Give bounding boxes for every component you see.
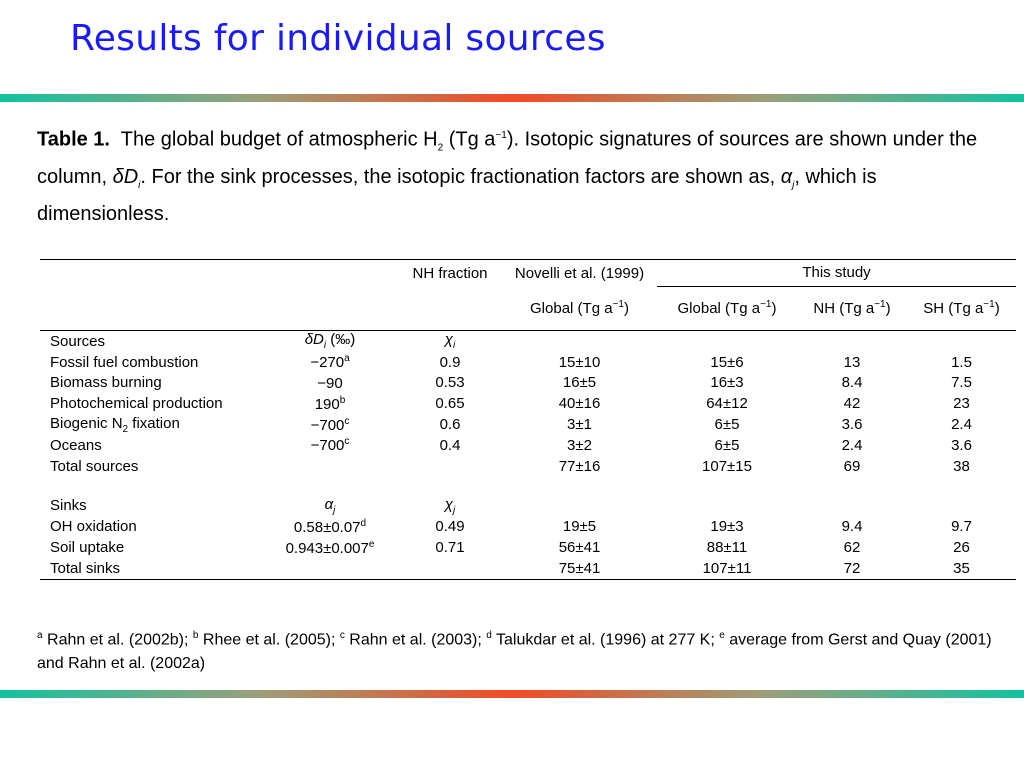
header-novelli-global: Global (Tg a−1): [530, 299, 629, 317]
table-row: Biomass burning −90 0.53 16±5 16±3 8.4 7…: [50, 374, 972, 392]
caption-delta-symbol: δD: [112, 165, 139, 188]
table-label: Table 1.: [37, 128, 110, 151]
header-row-2: Global (Tg a−1) Global (Tg a−1) NH (Tg a…: [40, 286, 1016, 331]
sinks-alpha-header: αj: [324, 495, 336, 516]
table-row: Biogenic N2 fixation −700c 0.6 3±1 6±5 3…: [50, 414, 972, 435]
caption-delta-sub: i: [138, 179, 141, 191]
table-row: Fossil fuel combustion −270a 0.9 15±10 1…: [50, 353, 972, 372]
sources-label: Sources: [40, 329, 262, 352]
top-divider: [0, 94, 1024, 102]
caption-h2-sub: 2: [437, 142, 444, 154]
sources-chi-header: χi: [398, 329, 502, 352]
sinks-heading-row: Sinks αj χj: [40, 496, 1016, 517]
table-row: Photochemical production 190b 0.65 40±16…: [50, 394, 970, 413]
caption-part-4: . For the sink processes, the isotopic f…: [140, 165, 776, 188]
table-caption: Table 1. The global budget of atmospheri…: [37, 122, 1012, 228]
caption-unit-sup: −1: [495, 130, 507, 141]
caption-alpha-sub: j: [792, 179, 795, 191]
total-sources-row: Total sources 77±16 107±15 69 38: [50, 457, 970, 475]
total-sinks-row: Total sinks 75±41 107±11 72 35: [40, 557, 1016, 580]
caption-part-3: ). Isotopic signatures of sources are sh…: [37, 128, 978, 188]
caption-part-5: , which is dimensionless.: [37, 165, 877, 225]
header-nh-fraction: NH fraction: [398, 259, 502, 286]
table-footnotes: a Rahn et al. (2002b); b Rhee et al. (20…: [37, 630, 992, 673]
sources-heading-row: Sources δDi (‰) χi: [40, 329, 1016, 352]
table-row: Soil uptake 0.943±0.007e 0.71 56±41 88±1…: [50, 538, 970, 557]
budget-table: NH fraction Novelli et al. (1999) This s…: [40, 259, 1016, 580]
header-study-sh: SH (Tg a−1): [923, 299, 1000, 318]
header-study-global: Global (Tg a−1): [677, 299, 777, 318]
caption-part-2: (Tg a: [448, 128, 496, 151]
table-row: Oceans −700c 0.4 3±2 6±5 2.4 3.6: [50, 436, 972, 455]
header-novelli: Novelli et al. (1999): [502, 259, 657, 286]
header-row-1: NH fraction Novelli et al. (1999) This s…: [40, 259, 1016, 287]
caption-part-1: The global budget of atmospheric H: [120, 128, 438, 151]
table-row: OH oxidation 0.58±0.07d 0.49 19±5 19±3 9…: [50, 517, 972, 536]
spacer-row: [40, 477, 1016, 496]
sinks-chi-header: χj: [444, 495, 456, 516]
slide-title: Results for individual sources: [70, 18, 606, 59]
sinks-label: Sinks: [50, 497, 87, 515]
bottom-divider: [0, 690, 1024, 698]
sources-delta-header: δDi (‰): [262, 329, 398, 352]
header-this-study: This study: [657, 259, 1016, 287]
header-study-nh: NH (Tg a−1): [813, 299, 891, 318]
caption-alpha-symbol: α: [780, 165, 793, 188]
